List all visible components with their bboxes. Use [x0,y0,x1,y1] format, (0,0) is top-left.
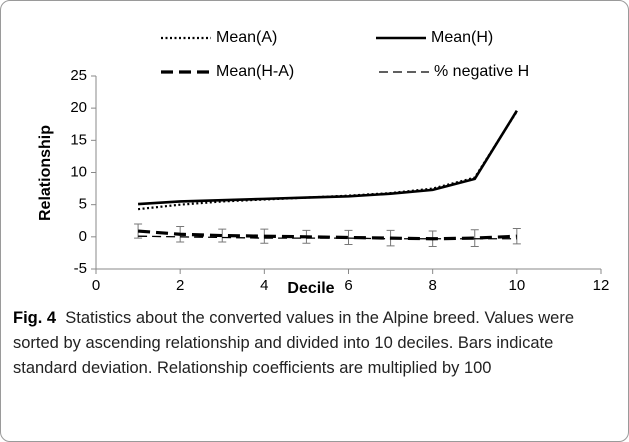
series-line [138,110,518,206]
error-bar [218,228,227,243]
x-tick-label: 2 [176,277,184,294]
y-tick-label: 25 [70,67,87,84]
x-tick-label: 4 [260,277,268,294]
legend-label: Mean(H-A) [216,63,294,80]
error-bar [512,227,521,245]
y-tick-label: 0 [79,228,87,245]
x-tick-label: 8 [428,277,436,294]
x-tick-label: 0 [92,277,100,294]
chart: Decile Relationship -5 0 5 10 15 20 25 0 2 4 6 8 10 1… [37,29,610,297]
legend-label: Mean(H) [431,29,493,46]
y-tick-label: 10 [70,163,87,180]
series-line [138,235,517,240]
legend-label: % negative H [434,63,529,80]
series-line [137,110,518,211]
x-tick-label: 10 [508,277,525,294]
y-tick-label: -5 [74,260,87,277]
error-bar [134,223,143,239]
x-axis-label: Decile [287,280,334,297]
x-tick-label: 12 [593,277,610,294]
y-axis-label: Relationship [37,125,54,221]
legend-label: Mean(A) [216,29,277,46]
caption-text: Statistics about the converted values in… [13,309,575,377]
y-tick-label: 5 [79,196,87,213]
y-tick-label: 15 [70,131,87,148]
x-tick-label: 6 [344,277,352,294]
caption-label: Fig. 4 [13,309,57,327]
y-tick-label: 20 [70,99,87,116]
caption: Fig. 4 Statistics about the converted va… [13,306,613,381]
